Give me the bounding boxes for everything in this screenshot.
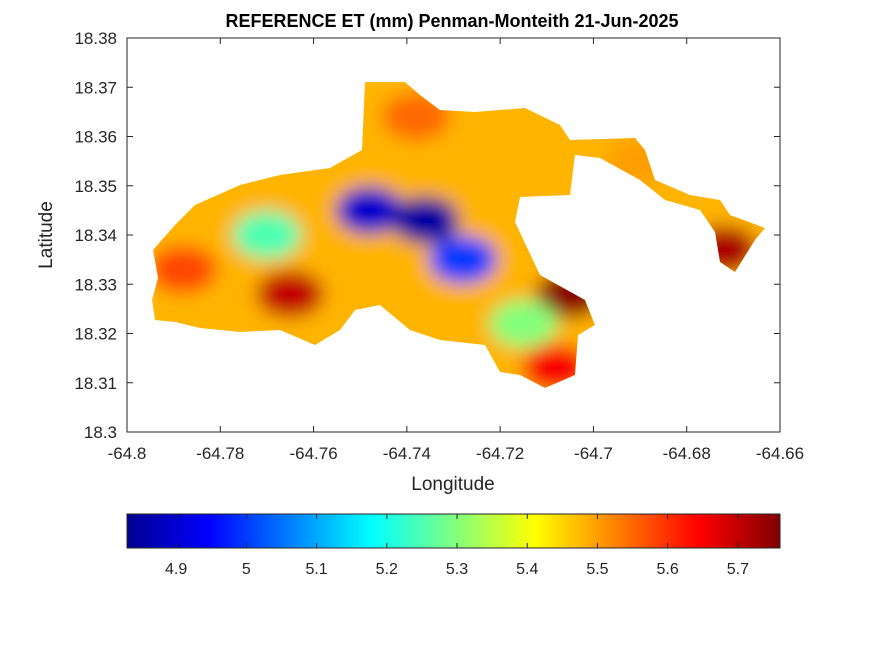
y-tick-label: 18.31 (74, 374, 117, 393)
x-tick-label: -64.8 (108, 444, 147, 463)
y-axis: 18.3 18.31 18.32 18.33 18.34 18.35 18.36 18.37 1… (74, 29, 780, 442)
x-tick-label: -64.68 (663, 444, 711, 463)
x-tick-label: -64.72 (476, 444, 524, 463)
colorbar-tick-label: 4.9 (165, 561, 187, 578)
region-southeast-mid (489, 299, 558, 348)
y-tick-label: 18.37 (74, 78, 117, 97)
x-axis: -64.8 -64.78 -64.76 -64.74 -64.72 -64.7 -64.68… (108, 38, 804, 463)
y-tick-label: 18.38 (74, 29, 117, 48)
region-west-edge-high (152, 245, 217, 294)
y-tick-label: 18.3 (84, 423, 117, 442)
y-tick-label: 18.32 (74, 325, 117, 344)
x-tick-label: -64.76 (289, 444, 337, 463)
y-tick-label: 18.33 (74, 275, 117, 294)
region-southwest-high (256, 270, 325, 319)
x-axis-label: Longitude (411, 474, 494, 495)
region-central-low-west (335, 186, 404, 235)
colorbar-tick-label: 5 (242, 561, 251, 578)
y-tick-label: 18.35 (74, 177, 117, 196)
colorbar (126, 513, 781, 549)
colorbar-tick-label: 5.2 (376, 561, 398, 578)
region-west-mid (232, 211, 301, 259)
colorbar-tick-label: 5.4 (516, 561, 538, 578)
x-tick-label: -64.78 (196, 444, 244, 463)
region-basin-low (428, 235, 497, 284)
x-tick-label: -64.66 (756, 444, 804, 463)
colorbar-tick-label: 5.1 (305, 561, 327, 578)
region-central-low-east (391, 196, 460, 245)
x-tick-label: -64.74 (383, 444, 431, 463)
colorbar-tick-label: 5.5 (586, 561, 608, 578)
chart-title: REFERENCE ET (mm) Penman-Monteith 21-Jun… (225, 11, 678, 31)
y-axis-label: Latitude (36, 201, 57, 269)
y-tick-label: 18.36 (74, 128, 117, 147)
colorbar-tick-label: 5.6 (657, 561, 679, 578)
x-tick-label: -64.7 (574, 444, 613, 463)
y-tick-label: 18.34 (74, 226, 117, 245)
colorbar-tick-label: 5.3 (446, 561, 468, 578)
colorbar-tick-label: 5.7 (727, 561, 749, 578)
colorbar-ticks: 4.9 5 5.1 5.2 5.3 5.4 5.5 5.6 5.7 (165, 514, 749, 578)
